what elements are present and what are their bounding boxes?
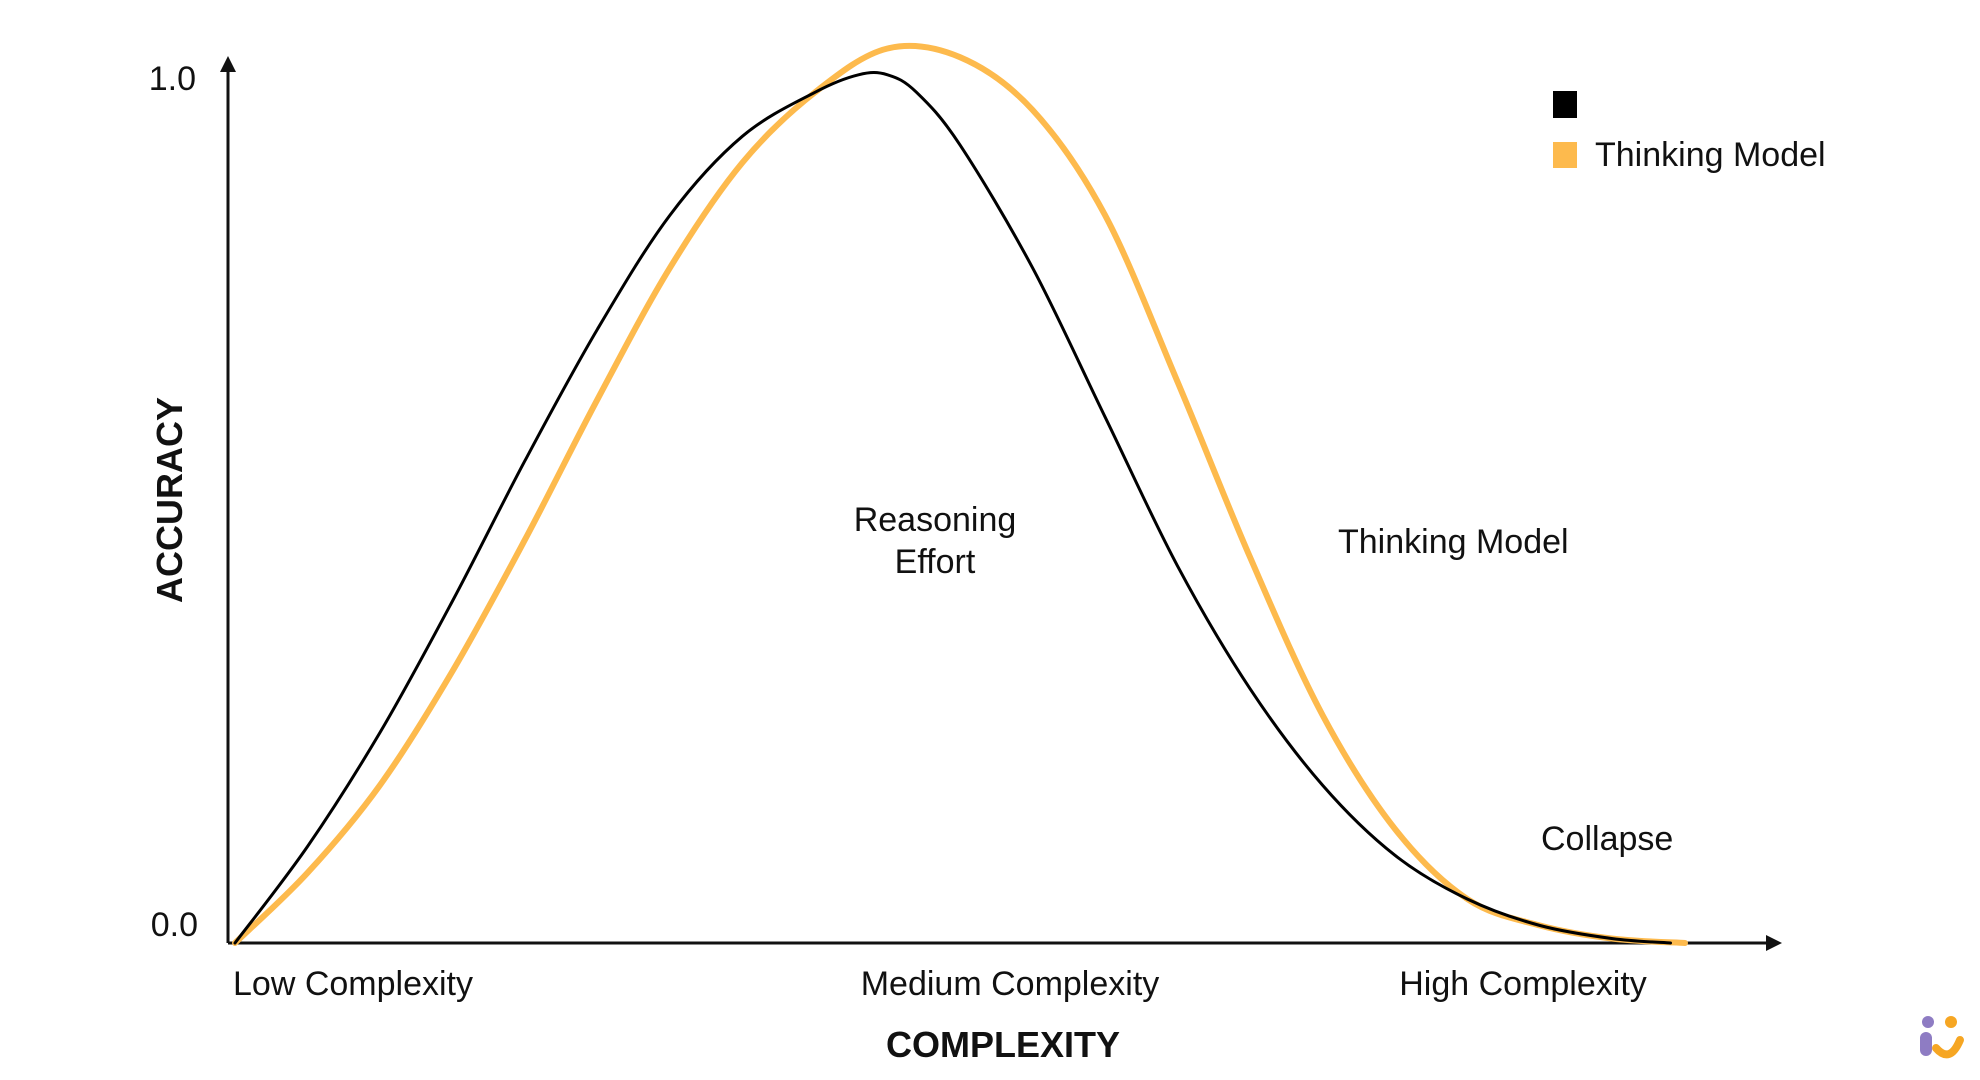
x-tick-label-medium: Medium Complexity <box>861 965 1160 1003</box>
legend-swatch-non-thinking <box>1553 91 1577 118</box>
y-tick-label-top: 1.0 <box>149 60 196 98</box>
brand-logo-icon <box>1920 1016 1964 1059</box>
y-tick-label-bottom: 0.0 <box>151 906 198 944</box>
y-axis-title: ACCURACY <box>149 397 190 603</box>
annotation-thinking-model: Thinking Model <box>1338 523 1569 561</box>
x-tick-label-high: High Complexity <box>1399 965 1647 1003</box>
legend: Thinking Model <box>1553 91 1826 174</box>
legend-label-thinking: Thinking Model <box>1595 136 1826 174</box>
x-tick-label-low: Low Complexity <box>233 965 473 1003</box>
annotation-reasoning-line2: Effort <box>895 543 976 581</box>
thinking-model-series-line <box>232 42 1688 946</box>
x-axis-arrow <box>1766 935 1782 951</box>
x-axis-title: COMPLEXITY <box>886 1024 1120 1065</box>
annotation-reasoning-line1: Reasoning <box>854 501 1017 539</box>
annotation-collapse: Collapse <box>1541 820 1673 858</box>
non-thinking-model-series-line <box>233 71 1672 945</box>
legend-swatch-thinking <box>1553 142 1577 168</box>
y-axis-arrow <box>220 56 236 72</box>
